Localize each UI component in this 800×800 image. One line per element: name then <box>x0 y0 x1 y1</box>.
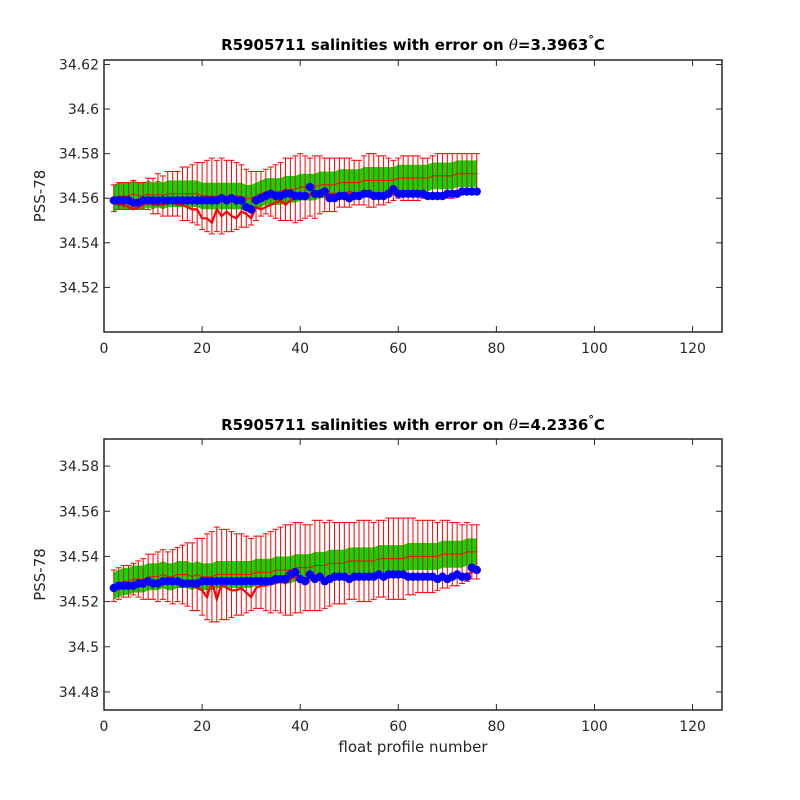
title-degree: ° <box>588 413 594 426</box>
x-tick-label: 120 <box>679 341 706 357</box>
calibrated-point <box>237 196 246 205</box>
y-tick-label: 34.56 <box>59 504 99 520</box>
calibrated-point <box>462 572 472 581</box>
title-theta-symbol: θ <box>509 416 518 434</box>
calibrated-point <box>300 191 310 201</box>
x-tick-label: 0 <box>100 719 109 735</box>
x-tick-label: 80 <box>487 341 505 357</box>
y-tick-label: 34.54 <box>59 236 99 252</box>
x-tick-label: 0 <box>100 341 109 357</box>
calibrated-markers <box>109 563 481 593</box>
x-tick-label: 60 <box>389 341 407 357</box>
x-tick-label: 20 <box>193 341 211 357</box>
y-tick-label: 34.52 <box>59 280 99 296</box>
x-tick-label: 100 <box>581 719 608 735</box>
title-value: =4.2336 <box>518 416 588 434</box>
y-tick-label: 34.58 <box>59 147 99 163</box>
y-tick-label: 34.52 <box>59 595 99 611</box>
plot-content <box>109 153 481 235</box>
y-tick-label: 34.6 <box>68 102 99 118</box>
title-unit: C <box>594 36 605 54</box>
y-tick-label: 34.58 <box>59 459 99 475</box>
chart-title: R5905711 salinities with error on θ=4.23… <box>221 413 605 434</box>
y-tick-label: 34.5 <box>68 640 99 656</box>
panel-bottom: 0 20 40 60 80 100 120 34.48 34.5 34.52 34.54 34.56 3… <box>31 413 723 756</box>
title-degree: ° <box>588 33 594 46</box>
x-tick-label: 40 <box>291 719 309 735</box>
x-tick-label: 80 <box>487 719 505 735</box>
y-tick-label: 34.56 <box>59 191 99 207</box>
mapped-line <box>113 551 477 587</box>
axes-frame <box>103 59 723 333</box>
y-axis-label: PSS-78 <box>31 170 49 223</box>
mapped-line <box>113 173 477 199</box>
x-tick-label: 20 <box>193 719 211 735</box>
x-tick-label: 60 <box>389 719 407 735</box>
calibrated-point <box>246 205 256 214</box>
calibrated-point <box>472 187 481 196</box>
y-tick-label: 34.54 <box>59 549 99 565</box>
title-text: R5905711 salinities with error on <box>221 36 509 54</box>
plot-content <box>109 517 481 623</box>
x-tick-label: 120 <box>679 719 706 735</box>
x-tick-label: 40 <box>291 341 309 357</box>
axes-frame <box>103 438 723 711</box>
y-tick-label: 34.62 <box>59 57 99 73</box>
title-theta-symbol: θ <box>509 36 518 54</box>
calibrated-point <box>305 182 315 192</box>
y-axis-label: PSS-78 <box>31 548 49 601</box>
title-text: R5905711 salinities with error on <box>221 416 509 434</box>
y-tick-label: 34.48 <box>59 685 99 701</box>
title-value: =3.3963 <box>518 36 588 54</box>
title-unit: C <box>594 416 605 434</box>
chart-title: R5905711 salinities with error on θ=3.39… <box>221 33 605 54</box>
calibrated-point <box>472 565 481 575</box>
calibrated-markers <box>109 182 481 214</box>
calibrated-point <box>320 187 329 196</box>
panel-top: 0 20 40 60 80 100 120 34.52 34.54 34.56 34.58 34.6 3… <box>31 33 723 357</box>
x-axis-label: float profile number <box>338 738 488 756</box>
calibrated-point <box>300 577 310 586</box>
x-tick-label: 100 <box>581 341 608 357</box>
calibrated-point <box>291 568 300 577</box>
